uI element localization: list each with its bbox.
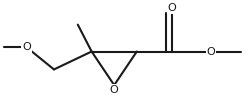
Text: O: O (167, 3, 175, 13)
Text: O: O (110, 85, 118, 95)
Text: O: O (22, 42, 30, 52)
Text: O: O (206, 46, 214, 57)
